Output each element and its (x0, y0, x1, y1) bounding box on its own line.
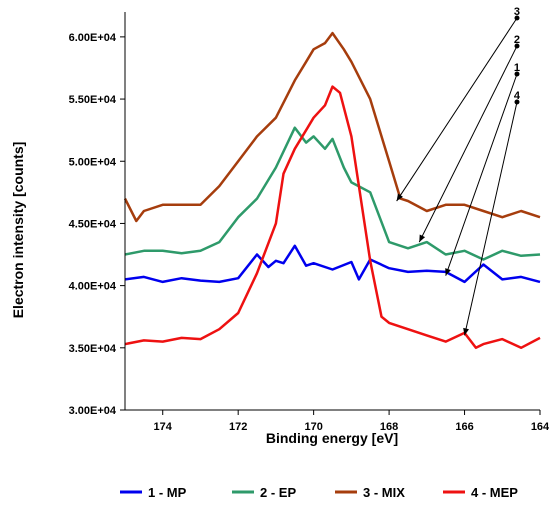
y-tick-label: 6.00E+04 (69, 32, 117, 44)
callout-dot (514, 71, 520, 77)
series-line-2 (124, 126, 541, 261)
x-axis-title: Binding energy [eV] (266, 430, 398, 446)
callout-dot (514, 15, 520, 21)
x-tick-label: 170 (304, 421, 322, 433)
y-tick-label: 5.50E+04 (69, 94, 117, 106)
x-tick-label: 168 (380, 421, 398, 433)
x-tick-label: 166 (455, 421, 473, 433)
legend-label: 4 - MEP (471, 485, 518, 500)
callout-leader-line (418, 45, 518, 243)
callout-label: 2 (514, 34, 520, 46)
y-tick-label: 3.00E+04 (69, 405, 117, 417)
legend: 1 - MP 2 - EP 3 - MIX 4 - MEP (120, 485, 518, 500)
callout-label: 4 (514, 90, 521, 102)
callout-label: 1 (514, 62, 520, 74)
axes: 3.00E+04 3.50E+04 4.00E+04 4.50E+04 5.00E+04… (69, 12, 549, 433)
callout-dot (514, 43, 520, 49)
x-tick-label: 164 (531, 421, 549, 433)
callout-arrowhead (419, 234, 426, 243)
callout-arrowhead (445, 268, 451, 276)
y-axis-title: Electron intensity [counts] (10, 142, 26, 319)
legend-label: 1 - MP (148, 485, 187, 500)
y-tick-label: 5.00E+04 (69, 156, 117, 168)
y-tick-label: 3.50E+04 (69, 343, 117, 355)
x-tick-label: 172 (229, 421, 247, 433)
series-line-4 (124, 85, 541, 350)
callout-leader-line (445, 73, 518, 276)
callout-label: 3 (514, 6, 520, 18)
callout-arrowhead (463, 327, 470, 336)
plot-series-group (123, 31, 541, 350)
callouts: 3 2 1 4 (396, 6, 521, 336)
legend-label: 2 - EP (260, 485, 296, 500)
legend-label: 3 - MIX (363, 485, 405, 500)
series-line-1 (124, 244, 541, 284)
x-tick-label: 174 (154, 421, 173, 433)
y-tick-label: 4.50E+04 (69, 218, 117, 230)
callout-dot (514, 99, 520, 105)
callout-leader-line (396, 17, 518, 202)
y-tick-label: 4.00E+04 (69, 281, 117, 293)
callout-leader-line (464, 101, 518, 336)
callout-arrowhead (396, 193, 403, 202)
series-line-3 (123, 31, 541, 223)
